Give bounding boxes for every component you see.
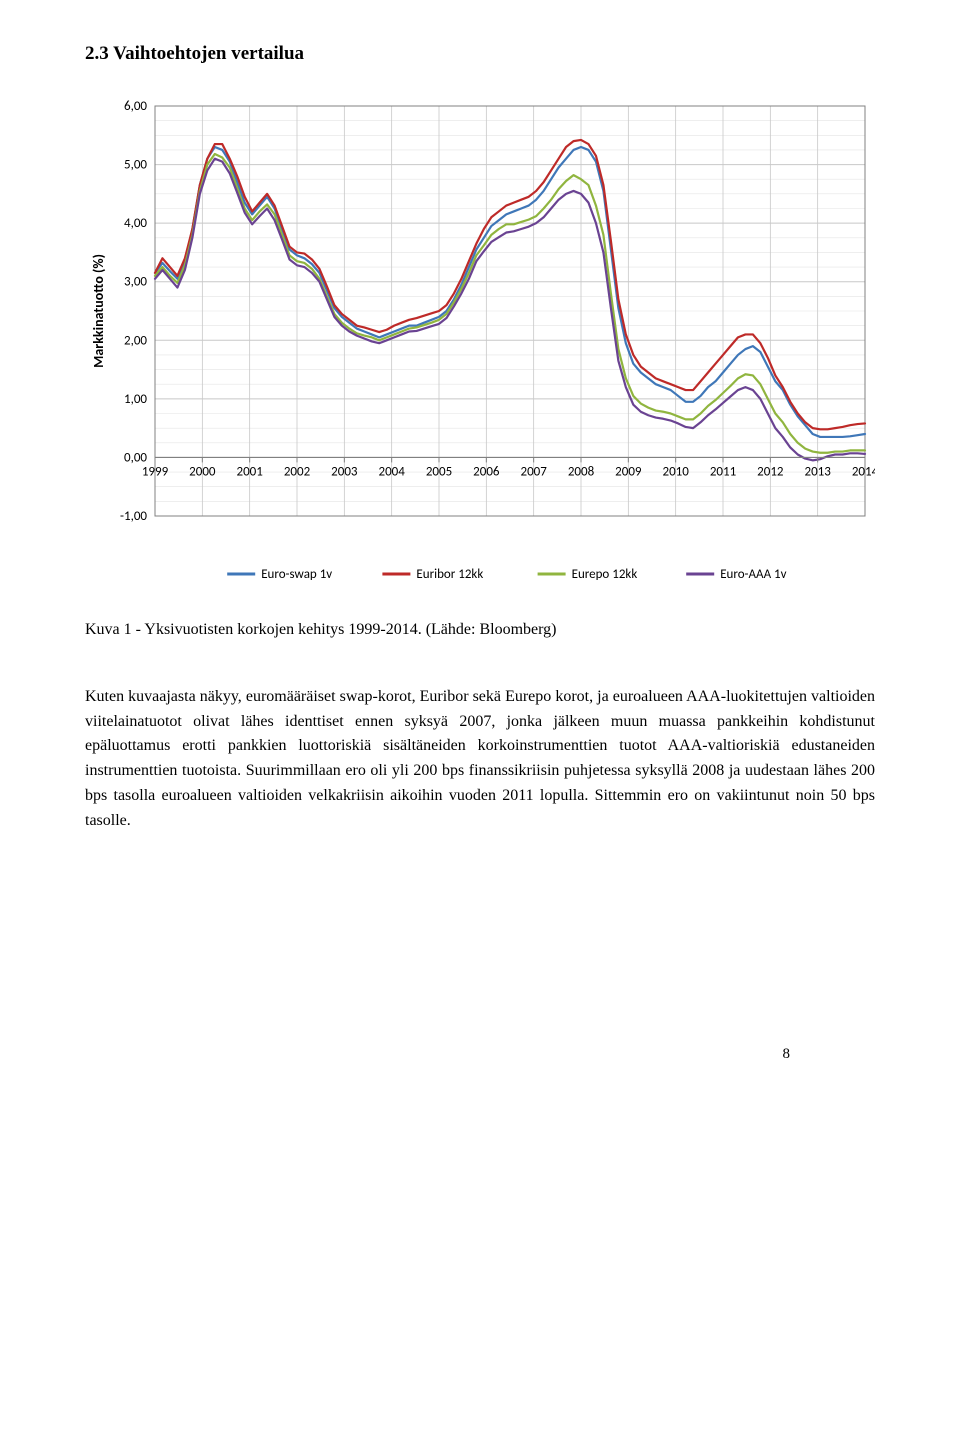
svg-text:2011: 2011 xyxy=(710,464,736,479)
svg-text:Markkinatuotto (%): Markkinatuotto (%) xyxy=(90,254,107,368)
svg-text:Euro-AAA 1v: Euro-AAA 1v xyxy=(720,567,786,582)
svg-text:2008: 2008 xyxy=(568,464,595,479)
svg-text:2003: 2003 xyxy=(331,464,358,479)
svg-text:2002: 2002 xyxy=(284,464,311,479)
svg-text:3,00: 3,00 xyxy=(124,274,147,289)
svg-text:2006: 2006 xyxy=(473,464,500,479)
svg-text:2,00: 2,00 xyxy=(124,333,147,348)
svg-text:2000: 2000 xyxy=(189,464,216,479)
page-footer: 8 xyxy=(85,1044,875,1084)
line-chart: -1,00 0,00 1,00 2,00 3,00 4,00 5,00 6,00 1999 200… xyxy=(85,96,875,596)
svg-text:2012: 2012 xyxy=(757,464,784,479)
figure-caption: Kuva 1 - Yksivuotisten korkojen kehitys … xyxy=(85,618,875,641)
chart-container: -1,00 0,00 1,00 2,00 3,00 4,00 5,00 6,00 1999 200… xyxy=(85,96,875,596)
svg-text:2004: 2004 xyxy=(378,464,405,479)
svg-text:6,00: 6,00 xyxy=(124,99,147,114)
svg-text:2013: 2013 xyxy=(804,464,831,479)
svg-text:Euribor 12kk: Euribor 12kk xyxy=(416,567,483,582)
page-number: 8 xyxy=(783,1044,791,1066)
svg-text:Eurepo 12kk: Eurepo 12kk xyxy=(572,567,638,582)
svg-text:2007: 2007 xyxy=(520,464,547,479)
svg-text:-1,00: -1,00 xyxy=(120,509,147,524)
svg-text:5,00: 5,00 xyxy=(124,157,147,172)
svg-text:1,00: 1,00 xyxy=(124,391,147,406)
svg-text:2009: 2009 xyxy=(615,464,642,479)
svg-text:2014: 2014 xyxy=(852,464,875,479)
svg-text:2005: 2005 xyxy=(426,464,452,479)
svg-text:2010: 2010 xyxy=(662,464,689,479)
svg-text:0,00: 0,00 xyxy=(124,450,147,465)
section-heading: 2.3 Vaihtoehtojen vertailua xyxy=(85,40,875,68)
svg-text:1999: 1999 xyxy=(142,464,169,479)
svg-text:Euro-swap 1v: Euro-swap 1v xyxy=(261,567,332,582)
svg-text:2001: 2001 xyxy=(236,464,262,479)
svg-text:4,00: 4,00 xyxy=(124,216,147,231)
body-paragraph: Kuten kuvaajasta näkyy, euromääräiset sw… xyxy=(85,685,875,834)
